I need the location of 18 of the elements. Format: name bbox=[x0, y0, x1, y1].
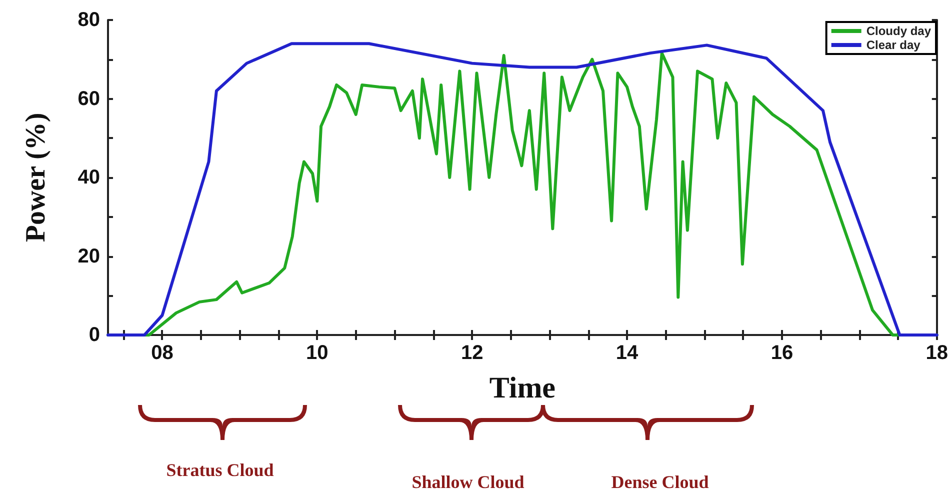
y-tick-label: 80 bbox=[78, 9, 100, 31]
text: Stratus Cloud bbox=[166, 460, 274, 480]
x-tick-label: 16 bbox=[770, 342, 794, 364]
x-tick-label: 18 bbox=[926, 342, 948, 364]
x-axis-title: Time bbox=[489, 372, 556, 404]
text: Dense Cloud bbox=[611, 472, 709, 492]
legend-label: Cloudy day bbox=[866, 24, 932, 38]
y-tick-label: 60 bbox=[78, 88, 100, 110]
text: Shallow Cloud bbox=[412, 472, 524, 492]
legend-label: Clear day bbox=[866, 38, 921, 52]
x-tick-label: 14 bbox=[616, 342, 640, 364]
x-tick-label: 10 bbox=[306, 342, 328, 364]
y-tick-label: 0 bbox=[88, 324, 100, 346]
y-tick-label: 20 bbox=[78, 245, 100, 268]
y-tick-label: 40 bbox=[78, 166, 100, 188]
x-tick-label: 12 bbox=[460, 342, 484, 364]
y-axis-title: Power (%) bbox=[20, 112, 52, 242]
x-tick-label: 08 bbox=[151, 342, 174, 364]
